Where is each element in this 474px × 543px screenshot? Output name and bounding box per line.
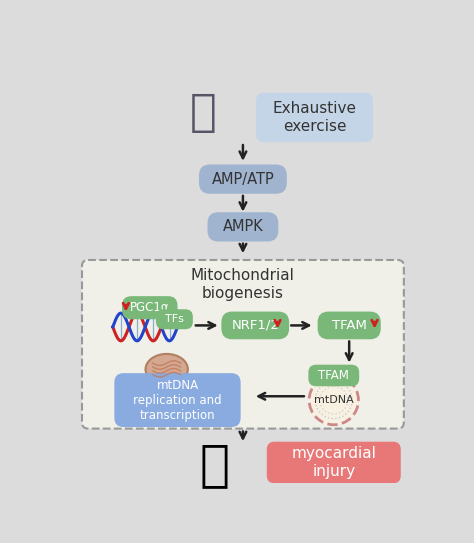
Text: PGC1α: PGC1α bbox=[130, 301, 170, 314]
FancyBboxPatch shape bbox=[114, 373, 241, 427]
Text: NRF1/2: NRF1/2 bbox=[231, 319, 279, 332]
Text: 🏃: 🏃 bbox=[190, 91, 216, 135]
FancyBboxPatch shape bbox=[309, 365, 359, 386]
FancyBboxPatch shape bbox=[221, 312, 289, 339]
FancyBboxPatch shape bbox=[82, 260, 404, 428]
Text: AMP/ATP: AMP/ATP bbox=[211, 172, 274, 187]
Text: mtDNA
replication and
transcription: mtDNA replication and transcription bbox=[133, 378, 222, 421]
FancyBboxPatch shape bbox=[256, 93, 373, 142]
Circle shape bbox=[309, 375, 358, 425]
Text: TFs: TFs bbox=[165, 314, 184, 324]
Text: myocardial
injury: myocardial injury bbox=[292, 446, 376, 479]
FancyBboxPatch shape bbox=[156, 310, 193, 329]
Text: TFAM: TFAM bbox=[332, 319, 366, 332]
Text: Mitochondrial
biogenesis: Mitochondrial biogenesis bbox=[191, 268, 295, 301]
Text: TFAM: TFAM bbox=[319, 369, 349, 382]
FancyBboxPatch shape bbox=[122, 296, 177, 319]
Text: AMPK: AMPK bbox=[223, 219, 263, 235]
Text: 🫀: 🫀 bbox=[200, 441, 229, 490]
FancyBboxPatch shape bbox=[208, 212, 278, 242]
FancyBboxPatch shape bbox=[199, 165, 287, 194]
FancyBboxPatch shape bbox=[318, 312, 381, 339]
Text: mtDNA: mtDNA bbox=[314, 395, 354, 405]
Text: Exhaustive
exercise: Exhaustive exercise bbox=[273, 102, 356, 134]
FancyBboxPatch shape bbox=[267, 441, 401, 483]
Ellipse shape bbox=[146, 354, 188, 384]
